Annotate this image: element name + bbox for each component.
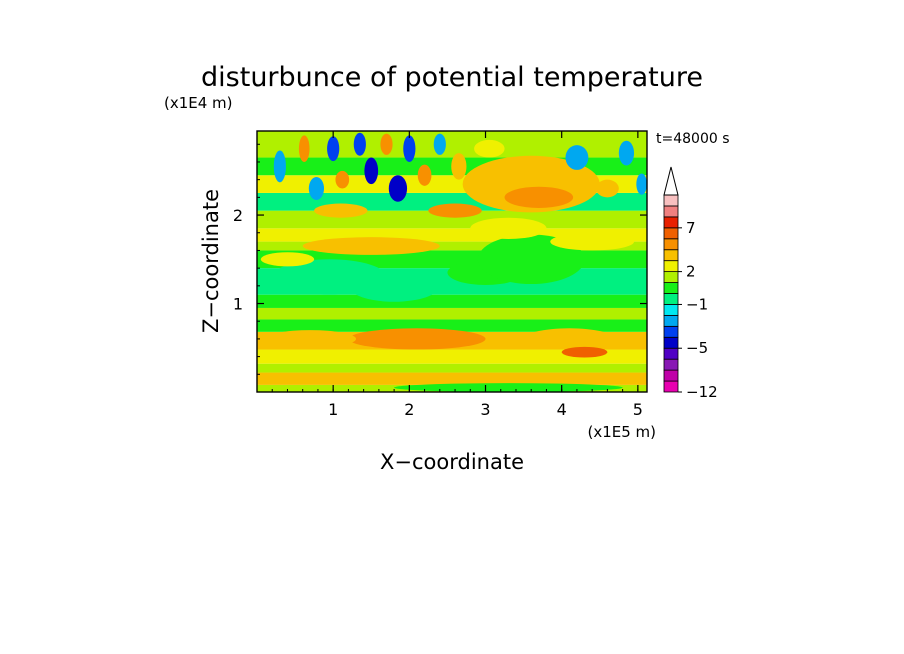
x-tick-label: 2 (404, 400, 414, 419)
plot-area (256, 130, 648, 393)
colorbar-tick-label: 2 (686, 263, 696, 281)
contour-band (257, 349, 647, 364)
contour-feature (308, 177, 325, 201)
contour-feature (348, 328, 486, 350)
colorbar-cell (663, 238, 679, 251)
contour-feature (417, 164, 432, 186)
y-axis-label: Z−coordinate (199, 189, 223, 333)
x-scale-label: (x1E5 m) (587, 423, 656, 441)
colorbar-cell (663, 293, 679, 305)
colorbar-cell (663, 271, 679, 283)
contour-feature (298, 135, 310, 162)
contour-feature (451, 153, 467, 180)
contour-band (257, 319, 647, 332)
contour-feature (380, 133, 393, 155)
contour-field (257, 131, 647, 392)
chart-title: disturbunce of potential temperature (201, 62, 703, 93)
contour-feature (618, 140, 635, 166)
colorbar-cell (663, 205, 679, 218)
contour-feature (364, 157, 379, 185)
x-axis: 1 2 3 4 5 (271, 131, 643, 419)
contour-feature (302, 237, 440, 255)
colorbar-cell (663, 314, 679, 327)
contour-feature (523, 328, 616, 350)
contour-feature (428, 203, 482, 218)
contour-feature (636, 173, 647, 195)
contour-feature (264, 330, 357, 348)
x-tick-label: 4 (557, 400, 567, 419)
x-axis-label: X−coordinate (380, 450, 524, 474)
contour-feature (260, 252, 315, 267)
colorbar-cell (663, 336, 679, 349)
contour-feature (314, 203, 368, 218)
x-tick-label: 5 (633, 400, 643, 419)
colorbar-tick-label: −1 (686, 295, 708, 313)
contour-feature (565, 145, 589, 170)
colorbar-tick-label: 7 (686, 219, 696, 237)
contour-band (257, 131, 647, 158)
colorbar-cell (663, 358, 679, 371)
contour-feature (474, 139, 505, 158)
contour-feature (348, 269, 440, 302)
colorbar: 7 2 −1 −5 −12 (663, 166, 718, 401)
contour-feature (561, 346, 608, 358)
contour-feature (550, 232, 635, 251)
y-tick-label: 2 (233, 206, 243, 225)
contour-feature (353, 132, 366, 156)
contour-feature (433, 133, 446, 155)
colorbar-cell (663, 347, 679, 360)
colorbar-cell (663, 304, 679, 316)
contour-band (257, 363, 647, 373)
time-label: t=48000 s (656, 131, 730, 147)
plot-frame (256, 130, 648, 393)
contour-band (257, 294, 647, 308)
y-scale-label: (x1E4 m) (164, 94, 233, 112)
contour-feature (403, 135, 416, 162)
contour-feature (327, 136, 340, 162)
colorbar-cell (663, 325, 679, 338)
contour-feature (595, 179, 619, 198)
colorbar-cell (663, 260, 679, 273)
colorbar-extend-arrow (663, 166, 679, 196)
colorbar-cell (663, 380, 679, 393)
colorbar-cell (663, 282, 679, 294)
contour-band (257, 372, 647, 385)
contour-feature (394, 383, 623, 392)
y-tick-label: 1 (233, 295, 243, 314)
contour-band (257, 307, 647, 320)
colorbar-tick-label: −12 (686, 383, 718, 401)
contour-band (257, 241, 647, 251)
contour-feature (477, 234, 585, 285)
colorbar-cell (663, 227, 679, 240)
colorbar-cell (663, 216, 679, 229)
colorbar-tick-label: −5 (686, 339, 708, 357)
contour-feature (470, 217, 547, 239)
colorbar-cell (663, 369, 679, 382)
x-tick-label: 3 (480, 400, 490, 419)
colorbar-cell (663, 194, 679, 207)
contour-feature (388, 175, 408, 202)
contour-feature (335, 170, 350, 189)
colorbar-cell (663, 249, 679, 262)
contour-feature (504, 186, 574, 208)
y-axis: 12 (233, 143, 647, 375)
x-tick-label: 1 (328, 400, 338, 419)
contour-feature (273, 150, 286, 183)
